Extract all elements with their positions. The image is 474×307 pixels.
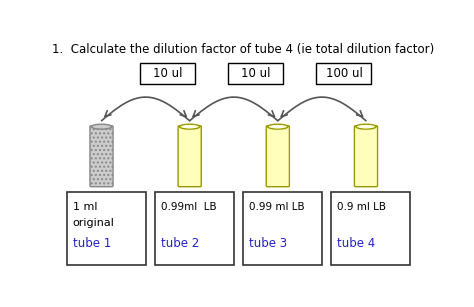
FancyBboxPatch shape: [90, 126, 113, 187]
Ellipse shape: [91, 124, 111, 129]
Text: 100 ul: 100 ul: [326, 67, 363, 80]
Text: original: original: [73, 218, 115, 228]
Ellipse shape: [268, 124, 288, 129]
Ellipse shape: [356, 124, 376, 129]
Text: tube 2: tube 2: [161, 237, 199, 250]
Text: tube 1: tube 1: [73, 237, 111, 250]
FancyBboxPatch shape: [66, 192, 146, 265]
FancyBboxPatch shape: [140, 63, 195, 84]
FancyBboxPatch shape: [243, 192, 322, 265]
Text: 10 ul: 10 ul: [153, 67, 182, 80]
FancyBboxPatch shape: [228, 63, 283, 84]
FancyBboxPatch shape: [155, 192, 234, 265]
Ellipse shape: [359, 125, 373, 128]
Text: 1 ml: 1 ml: [73, 202, 97, 212]
FancyBboxPatch shape: [178, 126, 201, 187]
Text: 10 ul: 10 ul: [241, 67, 271, 80]
Text: 0.9 ml LB: 0.9 ml LB: [337, 202, 386, 212]
Text: tube 4: tube 4: [337, 237, 375, 250]
Text: tube 3: tube 3: [249, 237, 287, 250]
Text: 0.99ml  LB: 0.99ml LB: [161, 202, 217, 212]
Text: 1.  Calculate the dilution factor of tube 4 (ie total dilution factor): 1. Calculate the dilution factor of tube…: [52, 43, 434, 56]
Ellipse shape: [271, 125, 285, 128]
FancyBboxPatch shape: [266, 126, 290, 187]
FancyBboxPatch shape: [331, 192, 410, 265]
Ellipse shape: [180, 124, 200, 129]
FancyBboxPatch shape: [317, 63, 372, 84]
Ellipse shape: [182, 125, 197, 128]
FancyBboxPatch shape: [355, 126, 378, 187]
Text: 0.99 ml LB: 0.99 ml LB: [249, 202, 305, 212]
